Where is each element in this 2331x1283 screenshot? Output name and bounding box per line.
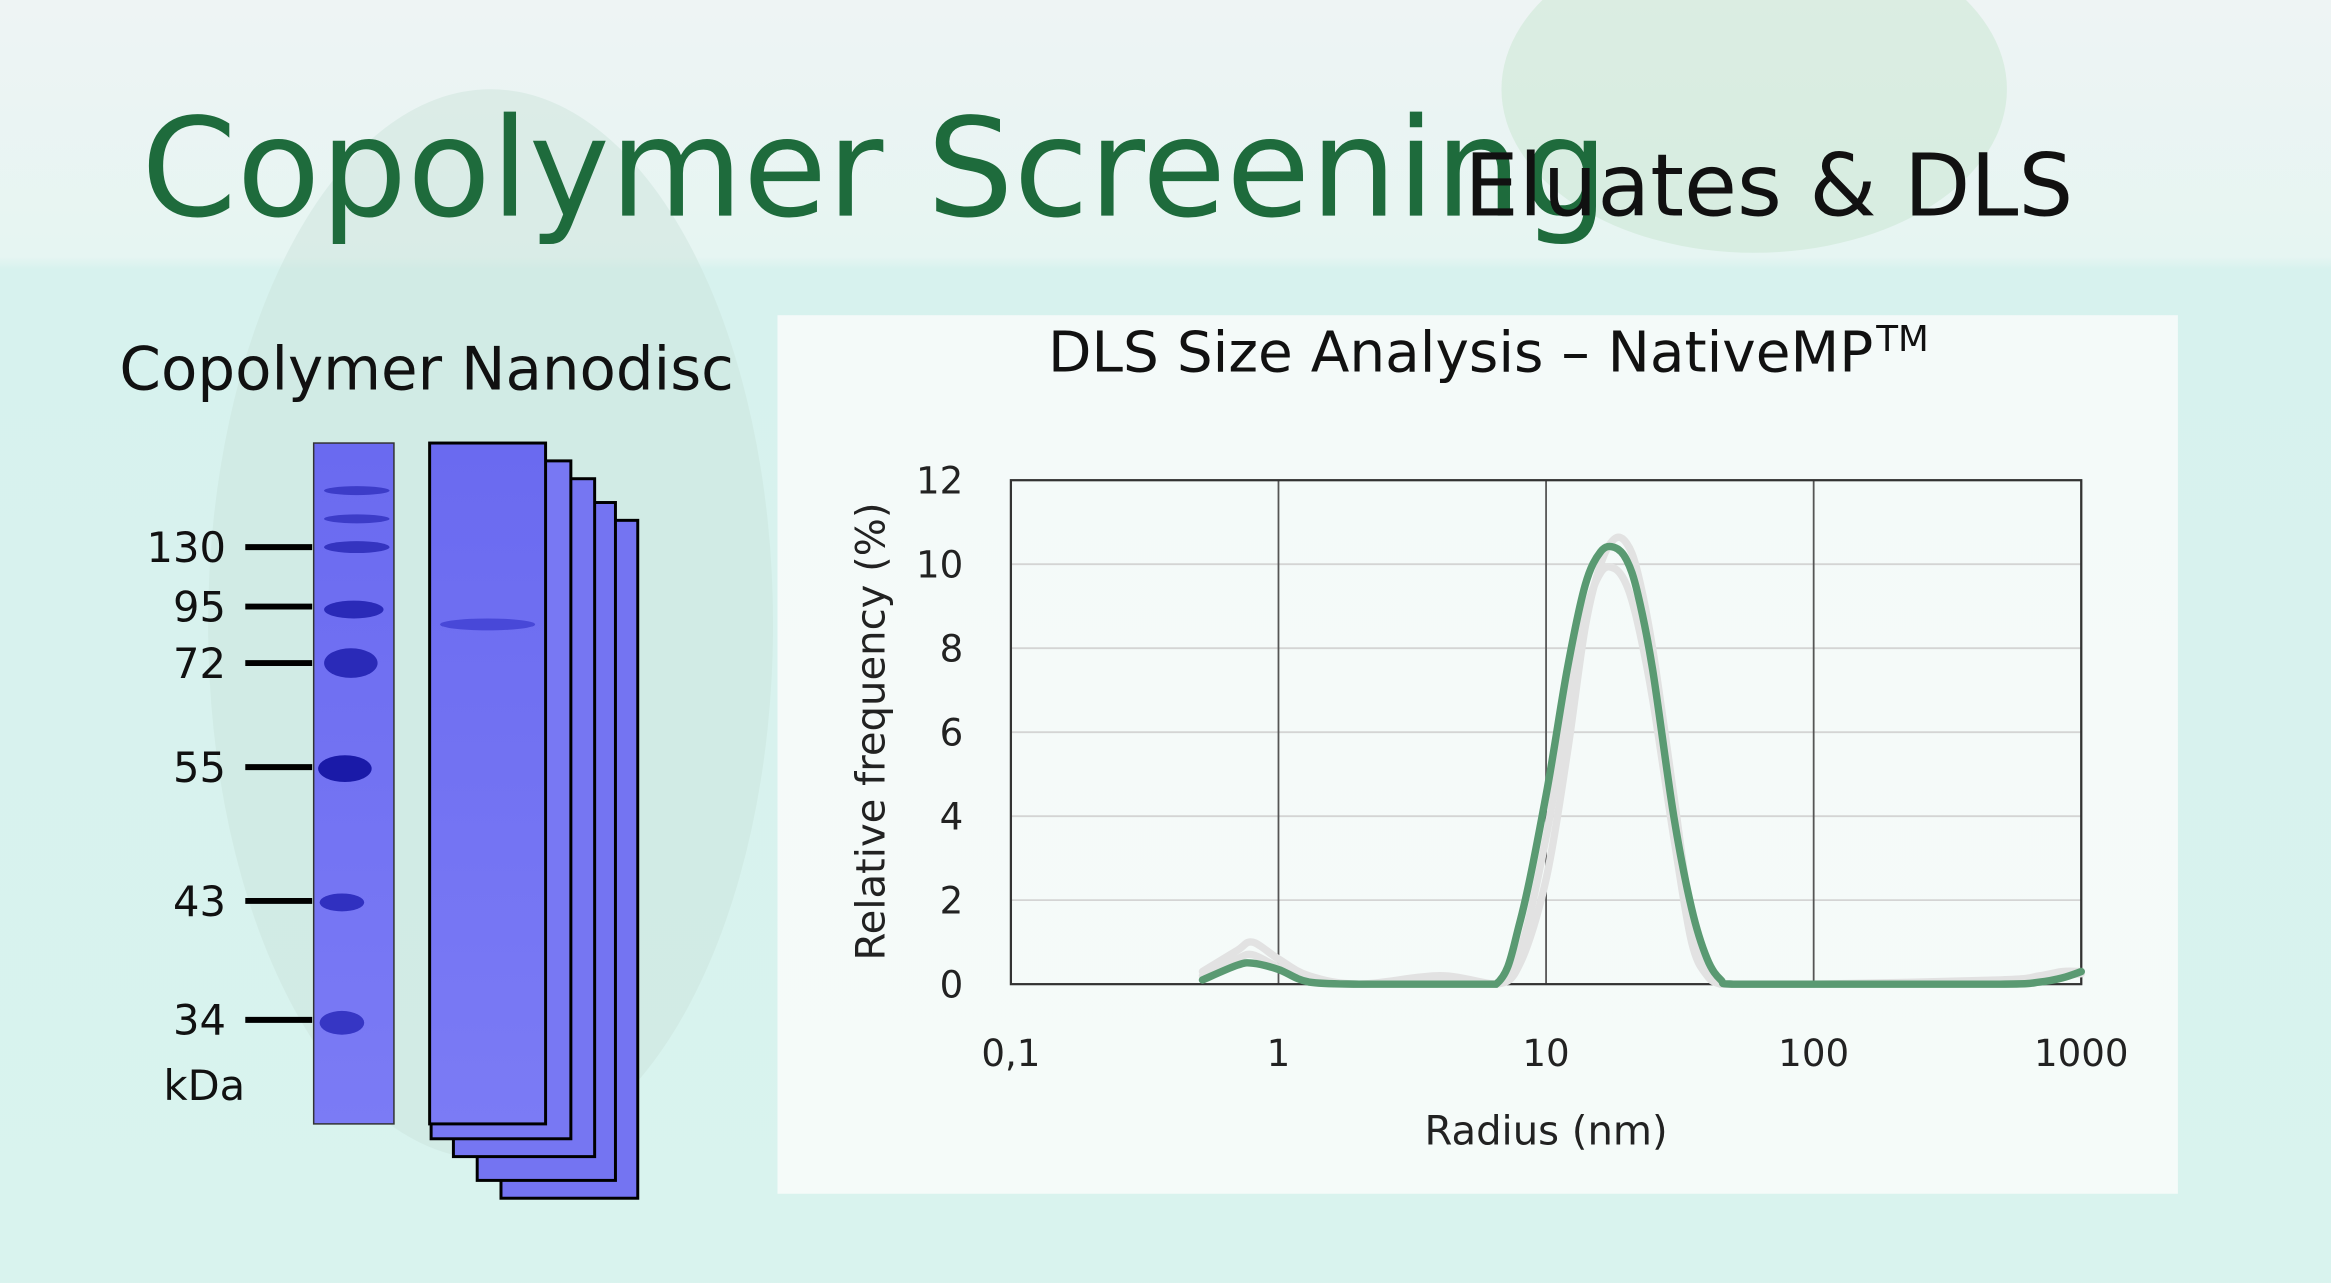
marker-label: 95 [173, 582, 226, 631]
x-tick-label: 0,1 [981, 1032, 1040, 1075]
decoration [1501, 0, 2007, 253]
y-tick-label: 0 [940, 964, 964, 1007]
gel-band [440, 618, 536, 631]
gel-band [319, 893, 365, 912]
y-tick-label: 10 [916, 544, 963, 587]
gel [312, 441, 640, 1200]
data-line [1198, 542, 2085, 988]
chart-title-superscript: TM [1875, 319, 1929, 360]
x-tick-label: 100 [1778, 1032, 1849, 1075]
gel-band [324, 541, 390, 554]
page-title: Copolymer Screening [141, 90, 1608, 249]
gel-band [319, 1010, 365, 1035]
y-axis-label: Relative frequency (%) [849, 502, 895, 960]
marker-label: 130 [147, 523, 226, 572]
x-axis-label: Radius (nm) [1425, 1109, 1668, 1155]
y-tick-label: 2 [940, 880, 964, 923]
gel-band [324, 600, 384, 619]
page-subtitle: Eluates & DLS [1464, 137, 2073, 237]
x-tick-label: 1 [1267, 1032, 1291, 1075]
y-tick-label: 8 [940, 628, 964, 671]
gel-band [324, 648, 378, 678]
x-tick-label: 1000 [2034, 1032, 2129, 1075]
marker-label: 43 [173, 877, 226, 926]
y-tick-label: 4 [940, 796, 964, 839]
x-tick-label: 10 [1522, 1032, 1569, 1075]
y-tick-label: 12 [916, 460, 963, 503]
plot-frame [1009, 479, 2083, 986]
y-tick-label: 6 [940, 712, 964, 755]
marker-label: 34 [173, 996, 226, 1045]
gel-title: Copolymer Nanodisc [119, 336, 733, 405]
gel-unit: kDa [164, 1061, 246, 1110]
marker-lane [312, 442, 395, 1125]
gel-sheet [428, 441, 548, 1126]
gel-band [324, 514, 390, 524]
marker-label: 72 [173, 639, 226, 688]
marker-label: 55 [173, 743, 226, 792]
gel-band [324, 486, 390, 496]
chart-title: DLS Size Analysis – NativeMP [1048, 321, 1873, 386]
gel-band [318, 755, 372, 782]
